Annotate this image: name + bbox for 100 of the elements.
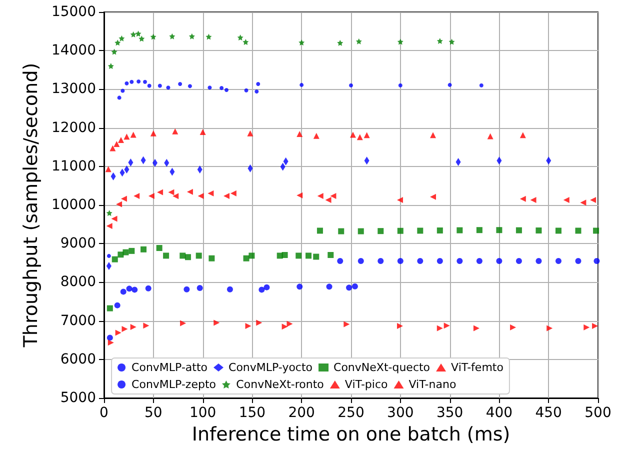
point bbox=[224, 88, 229, 92]
point bbox=[148, 193, 154, 200]
point bbox=[296, 284, 303, 290]
point bbox=[397, 258, 404, 264]
point bbox=[226, 286, 233, 292]
point bbox=[328, 252, 334, 258]
point bbox=[337, 258, 344, 264]
point bbox=[180, 252, 186, 259]
point bbox=[594, 258, 600, 264]
y-tick-label: 9000 bbox=[60, 236, 96, 252]
point bbox=[326, 284, 332, 290]
point bbox=[436, 325, 443, 332]
point bbox=[536, 227, 542, 234]
point bbox=[106, 254, 111, 258]
legend-label: ConvMLP-yocto bbox=[228, 361, 313, 374]
point bbox=[130, 80, 134, 84]
point bbox=[115, 330, 122, 336]
point bbox=[256, 320, 262, 326]
point bbox=[106, 223, 112, 229]
point bbox=[122, 249, 129, 256]
point bbox=[126, 286, 132, 292]
point bbox=[555, 258, 562, 264]
point bbox=[584, 324, 590, 330]
point bbox=[254, 90, 259, 94]
point bbox=[350, 132, 356, 138]
point bbox=[325, 196, 332, 203]
point bbox=[247, 130, 254, 136]
y-tick-label: 13000 bbox=[51, 81, 96, 98]
x-tick-label: 250 bbox=[338, 405, 364, 421]
x-tick-label: 500 bbox=[584, 405, 612, 421]
point bbox=[208, 86, 212, 90]
point bbox=[436, 38, 443, 44]
point bbox=[430, 194, 436, 200]
point bbox=[256, 82, 260, 86]
legend-label: ConvNeXt-ronto bbox=[236, 378, 324, 391]
point bbox=[286, 320, 293, 327]
point bbox=[298, 39, 305, 46]
point bbox=[206, 34, 212, 40]
point bbox=[417, 258, 424, 264]
point bbox=[516, 258, 522, 264]
point bbox=[157, 189, 164, 196]
point bbox=[516, 227, 522, 234]
point bbox=[530, 196, 536, 203]
point bbox=[230, 190, 236, 196]
point bbox=[313, 254, 320, 260]
point bbox=[163, 252, 170, 259]
point bbox=[245, 322, 252, 329]
point bbox=[316, 228, 323, 234]
point bbox=[200, 129, 206, 136]
point bbox=[476, 258, 482, 264]
point bbox=[184, 254, 191, 260]
point bbox=[196, 252, 202, 259]
point bbox=[118, 35, 125, 42]
point bbox=[220, 86, 224, 90]
x-tick-label: 450 bbox=[535, 405, 562, 421]
x-tick-label: 0 bbox=[100, 405, 108, 421]
point bbox=[306, 252, 312, 259]
point bbox=[120, 288, 126, 295]
point bbox=[120, 88, 125, 93]
point bbox=[456, 227, 463, 234]
point bbox=[168, 189, 174, 196]
point bbox=[188, 33, 195, 40]
point bbox=[242, 38, 249, 45]
point bbox=[114, 141, 120, 148]
y-axis-title: Throughput (samples/second) bbox=[20, 62, 42, 348]
point bbox=[108, 340, 114, 346]
point bbox=[110, 145, 116, 152]
y-tick-label: 10000 bbox=[51, 197, 96, 213]
point bbox=[143, 80, 147, 84]
point bbox=[105, 166, 112, 172]
point bbox=[520, 196, 526, 202]
point bbox=[136, 79, 141, 84]
point bbox=[430, 132, 436, 138]
point bbox=[108, 63, 114, 70]
point bbox=[476, 227, 482, 234]
point bbox=[106, 210, 112, 216]
point bbox=[135, 30, 142, 37]
point bbox=[130, 132, 136, 138]
point bbox=[593, 228, 600, 234]
point bbox=[237, 34, 244, 40]
point bbox=[546, 325, 553, 332]
y-tick-label: 11000 bbox=[51, 158, 96, 174]
point bbox=[417, 228, 424, 234]
x-tick-label: 150 bbox=[238, 405, 266, 421]
point bbox=[580, 200, 586, 206]
point bbox=[264, 284, 270, 290]
point bbox=[378, 258, 384, 264]
point bbox=[536, 258, 542, 264]
point bbox=[330, 193, 336, 200]
point bbox=[349, 83, 353, 88]
point bbox=[378, 228, 384, 234]
y-tick-label: 12000 bbox=[51, 120, 96, 136]
point bbox=[364, 132, 370, 138]
point bbox=[147, 84, 152, 88]
point bbox=[132, 286, 138, 293]
point bbox=[188, 84, 192, 88]
point bbox=[258, 286, 265, 293]
point bbox=[114, 40, 121, 46]
point bbox=[169, 33, 176, 40]
y-tick-label: 6000 bbox=[60, 351, 96, 368]
